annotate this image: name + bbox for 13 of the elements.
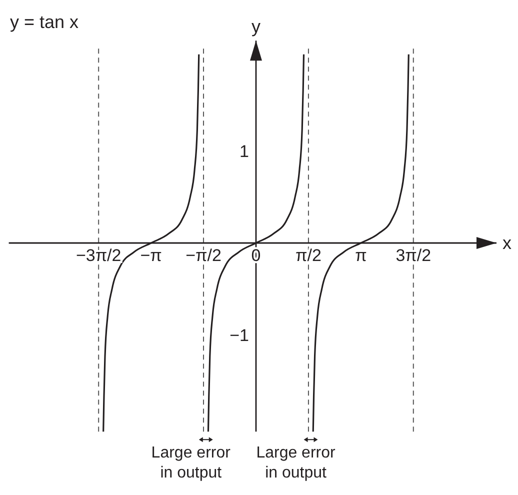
x-axis-title: x xyxy=(502,233,512,253)
x-tick-label: −π xyxy=(140,246,162,265)
y-tick-label: 1 xyxy=(240,142,249,161)
x-tick-label: π xyxy=(355,246,367,265)
annotation: Large error in output xyxy=(151,444,232,482)
y-tick-label: −1 xyxy=(230,326,249,345)
x-tick-label: 3π/2 xyxy=(396,246,432,265)
text: y = tan x xyxy=(10,12,79,32)
y-axis-title: y xyxy=(251,16,260,37)
annotation: Large error in output xyxy=(256,444,336,482)
x-tick-label: π/2 xyxy=(296,246,322,265)
x-tick-label: −3π/2 xyxy=(76,246,122,265)
x-tick-label: −π/2 xyxy=(186,246,222,265)
